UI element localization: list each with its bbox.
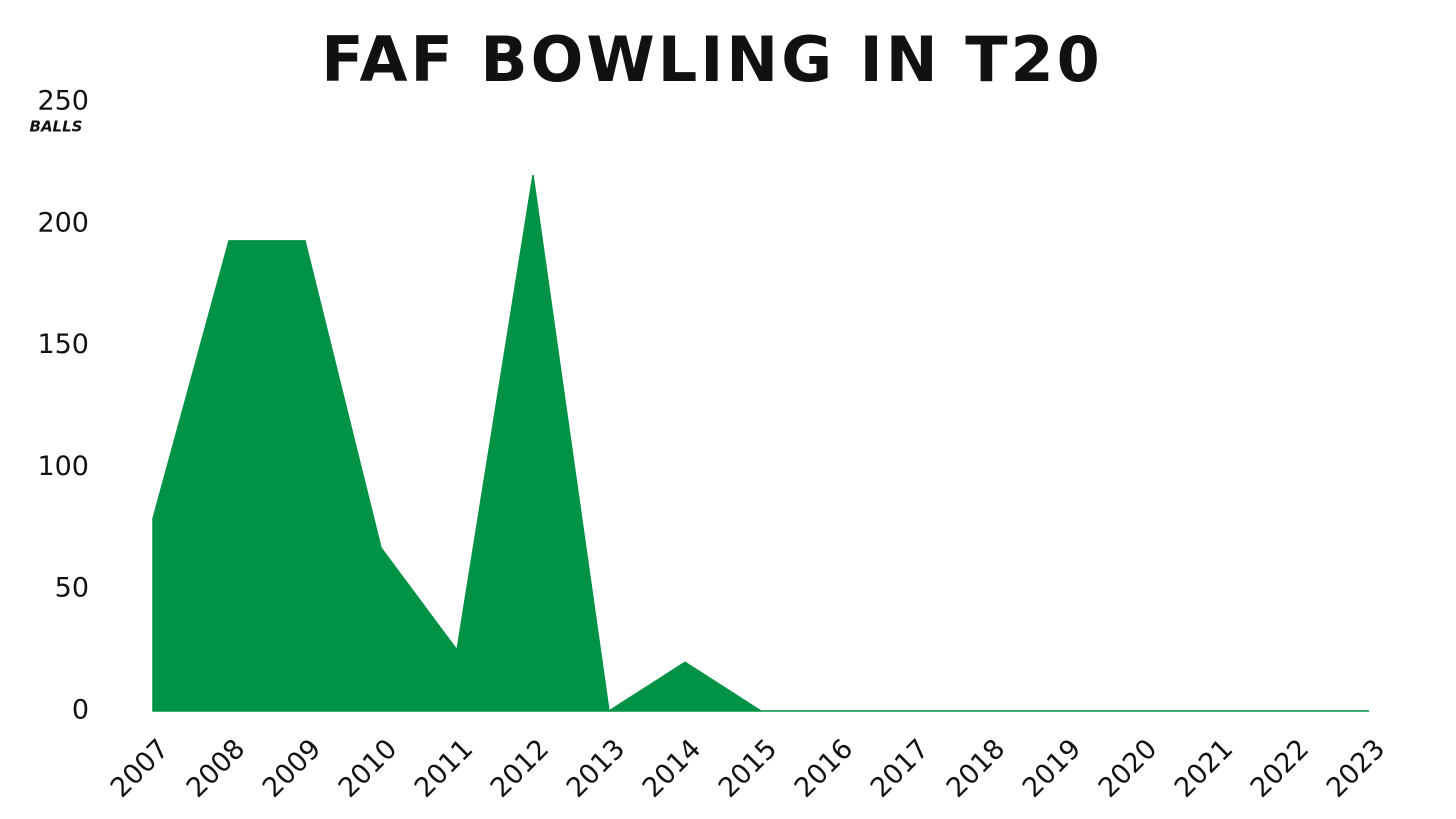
x-tick-label: 2021 <box>1169 733 1240 804</box>
x-tick-label: 2008 <box>181 733 252 804</box>
chart-title: FAF BOWLING IN T20 <box>321 23 1103 96</box>
y-tick-label: 250 <box>37 86 89 117</box>
x-tick-label: 2011 <box>409 733 480 804</box>
x-tick-label: 2014 <box>637 733 708 804</box>
x-tick-label: 2009 <box>257 733 328 804</box>
x-tick-label: 2013 <box>561 733 632 804</box>
x-tick-label: 2017 <box>865 733 936 804</box>
y-tick-label: 50 <box>55 573 89 604</box>
x-tick-label: 2016 <box>789 733 860 804</box>
x-tick-label: 2015 <box>713 733 784 804</box>
x-tick-label: 2019 <box>1017 733 1088 804</box>
x-tick-label: 2022 <box>1245 733 1316 804</box>
x-tick-label: 2012 <box>485 733 556 804</box>
area <box>152 174 1369 713</box>
x-tick-label: 2020 <box>1093 733 1164 804</box>
x-tick-label: 2010 <box>333 733 404 804</box>
x-tick-label: 2023 <box>1321 733 1392 804</box>
y-tick-label: 200 <box>37 207 89 238</box>
y-tick-label: 150 <box>37 329 89 360</box>
y-tick-label: 100 <box>37 451 89 482</box>
y-tick-label: 0 <box>72 695 89 726</box>
y-axis-label: BALLS <box>30 118 83 136</box>
x-tick-label: 2018 <box>941 733 1012 804</box>
x-tick-label: 2007 <box>105 733 176 804</box>
